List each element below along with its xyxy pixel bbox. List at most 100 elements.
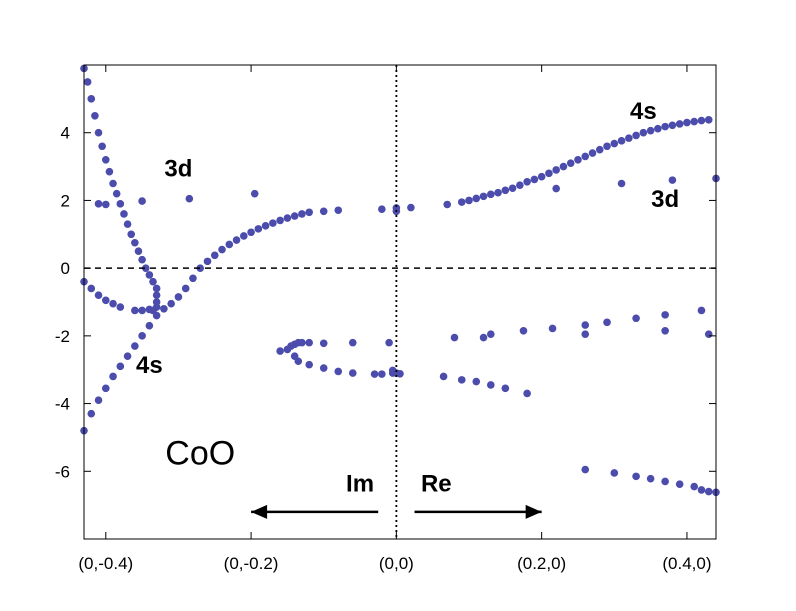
data-point — [319, 364, 328, 372]
data-point — [189, 274, 197, 283]
data-point — [290, 212, 299, 220]
annotation-label: Re — [421, 471, 452, 498]
data-point — [160, 304, 168, 313]
data-point — [138, 332, 146, 340]
data-point — [566, 159, 575, 167]
data-point — [83, 78, 92, 86]
data-point — [91, 111, 99, 120]
data-point — [559, 162, 568, 171]
data-point — [581, 152, 590, 161]
data-point — [98, 142, 106, 151]
data-point — [138, 306, 146, 315]
x-tick-label: (0,-0.4) — [78, 554, 133, 573]
series-5 — [276, 338, 404, 378]
data-point — [501, 186, 510, 195]
annotation-label: 3d — [651, 186, 679, 213]
data-point — [588, 149, 597, 157]
data-point — [632, 472, 640, 481]
data-point — [109, 179, 117, 188]
arrow-head — [251, 504, 268, 519]
data-point — [675, 480, 684, 488]
data-point — [276, 216, 284, 225]
data-point — [370, 370, 379, 378]
data-point — [639, 128, 648, 137]
x-tick-label: (0,0) — [379, 554, 414, 573]
data-point — [603, 142, 611, 151]
data-point — [457, 198, 466, 206]
data-point — [319, 207, 328, 216]
annotation-label: CoO — [165, 435, 235, 473]
data-point — [581, 330, 590, 338]
data-point — [407, 203, 415, 212]
data-point — [138, 255, 146, 264]
data-point — [149, 277, 157, 286]
data-point — [704, 330, 713, 338]
data-point — [305, 338, 313, 347]
series-4 — [94, 174, 720, 216]
data-point — [668, 121, 677, 130]
series-3 — [80, 277, 154, 315]
data-point — [87, 284, 96, 293]
data-point — [94, 291, 103, 300]
data-point — [112, 189, 121, 198]
y-tick-label: -6 — [55, 462, 70, 481]
data-point — [704, 487, 713, 496]
data-point — [625, 134, 633, 142]
data-point — [145, 321, 154, 330]
data-point — [145, 305, 154, 314]
data-point — [548, 324, 557, 333]
data-point — [385, 338, 393, 347]
series-2 — [80, 64, 161, 315]
data-point — [101, 200, 110, 209]
data-point — [610, 469, 619, 477]
data-point — [646, 126, 655, 135]
data-point — [101, 384, 110, 393]
data-point — [298, 338, 306, 347]
data-point — [487, 330, 495, 338]
data-point — [697, 116, 706, 125]
data-point — [334, 367, 343, 376]
data-point — [516, 181, 524, 189]
data-point — [479, 333, 488, 342]
data-point — [654, 124, 662, 133]
x-tick-label: (0.2,0) — [517, 554, 566, 573]
data-point — [378, 370, 386, 378]
annotations: 4s 3d 3d 4s CoO Im Re — [136, 98, 679, 519]
data-point — [479, 192, 488, 201]
y-tick-label: 4 — [61, 124, 70, 143]
data-point — [152, 284, 161, 293]
data-point — [661, 326, 669, 335]
data-point — [276, 347, 284, 355]
data-point — [123, 220, 132, 228]
data-point — [610, 139, 619, 148]
data-point — [603, 318, 611, 327]
series-1 — [80, 274, 197, 435]
data-point — [225, 240, 234, 249]
data-point — [439, 372, 448, 381]
data-point — [501, 384, 510, 393]
data-point — [145, 271, 154, 279]
data-point — [494, 188, 502, 197]
data-point — [134, 247, 143, 256]
annotation-label: 4s — [630, 98, 657, 125]
data-point — [94, 128, 103, 137]
annotation-label: 4s — [136, 352, 163, 379]
data-point — [487, 381, 495, 389]
data-point — [487, 190, 495, 199]
data-point — [174, 293, 183, 301]
data-point — [203, 257, 212, 266]
data-point — [116, 362, 125, 371]
series-7 — [581, 465, 720, 497]
data-point — [240, 232, 248, 240]
data-point — [581, 465, 590, 474]
data-point — [167, 299, 175, 308]
data-point — [697, 486, 706, 494]
data-point — [675, 120, 684, 128]
data-point — [334, 206, 343, 215]
data-point — [298, 210, 306, 218]
data-point — [120, 210, 128, 218]
reference-lines — [84, 65, 716, 539]
data-point — [196, 264, 205, 272]
data-point — [661, 477, 669, 486]
data-point — [388, 366, 397, 375]
